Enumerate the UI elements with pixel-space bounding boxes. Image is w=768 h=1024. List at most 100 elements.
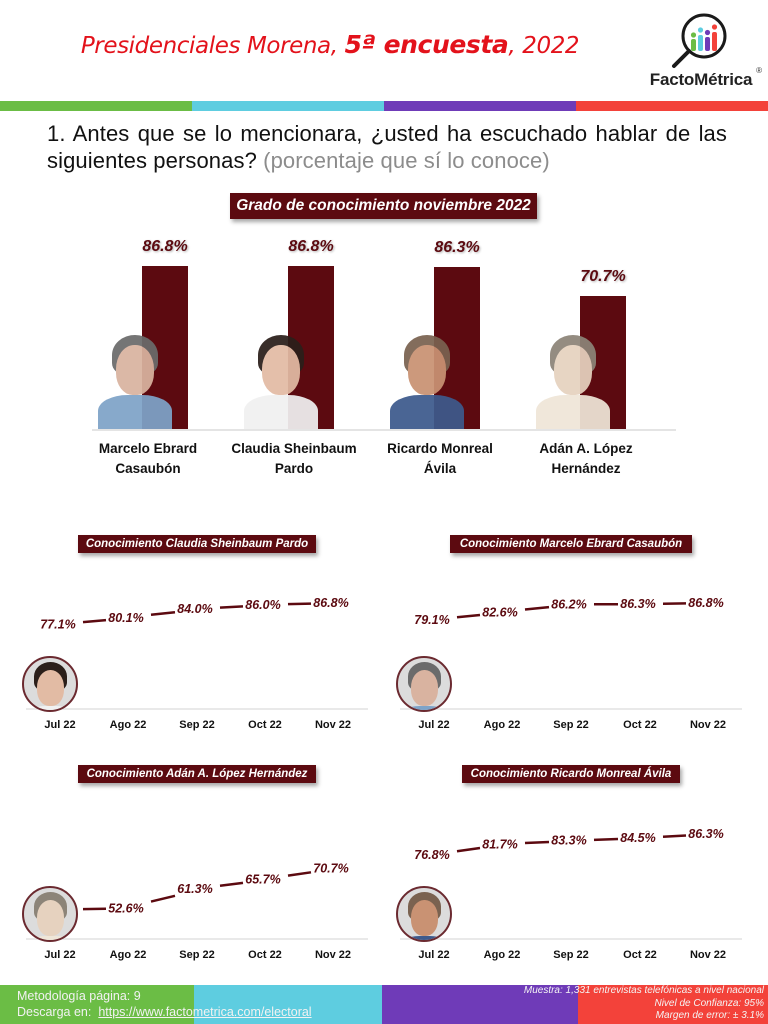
methodology-note: Metodología página: 9 xyxy=(17,989,141,1003)
data-point-label: 65.7% xyxy=(245,872,280,886)
face-shape xyxy=(116,345,154,395)
line-chart-lopez: Conocimiento Adán A. López Hernández52.0… xyxy=(0,755,384,985)
face-shape xyxy=(36,669,65,706)
data-point-label: 84.0% xyxy=(177,602,212,616)
bar-value-label: 86.8% xyxy=(142,237,188,255)
download-label: Descarga en: xyxy=(17,1005,92,1019)
data-point-label: 86.8% xyxy=(688,596,723,610)
shoulders-shape xyxy=(398,705,450,710)
category-line: Pardo xyxy=(274,461,314,476)
line-segment xyxy=(150,894,176,903)
portrait-monreal xyxy=(390,329,464,429)
data-point-label: 86.0% xyxy=(245,598,280,612)
x-tick-label: Jul 22 xyxy=(418,719,449,731)
shoulders-shape xyxy=(98,395,172,429)
report-title: Presidenciales Morena, 5ª encuesta, 2022 xyxy=(0,30,660,59)
face-shape xyxy=(408,345,446,395)
line-chart-svg: 77.1% Jul 22 80.1% Ago 22 84.0% Sep 22 86.0% Oc… xyxy=(26,596,368,731)
category-line: Claudia Sheinbaum xyxy=(231,441,357,456)
line-segment xyxy=(287,871,312,877)
shoulders-shape xyxy=(24,705,76,710)
x-tick-label: Nov 22 xyxy=(315,719,351,731)
x-tick-label: Oct 22 xyxy=(623,949,657,961)
footer-segment-green xyxy=(0,985,194,1024)
factometrica-logo: FactoMétrica ® xyxy=(638,8,764,96)
portrait-ebrard xyxy=(98,329,172,429)
face-shape xyxy=(262,345,300,395)
shoulders-shape xyxy=(398,935,450,940)
margin-of-error: Margen de error: ± 3.1% xyxy=(655,1010,764,1021)
x-tick-label: Ago 22 xyxy=(110,949,147,961)
line-segment xyxy=(219,605,244,609)
footer-segment-cyan xyxy=(194,985,382,1024)
line-segment xyxy=(524,840,550,845)
line-segment xyxy=(662,834,687,838)
data-point-label: 76.8% xyxy=(414,848,449,862)
title-part-2: , 2022 xyxy=(508,33,580,59)
bar-category-label: Ricardo Monreal Ávila xyxy=(365,439,515,479)
color-segment-purple xyxy=(384,101,576,111)
line-segment xyxy=(287,602,312,606)
x-tick-label: Sep 22 xyxy=(553,949,588,961)
data-point-label: 61.3% xyxy=(177,882,212,896)
footer-segment-red xyxy=(578,985,768,1024)
line-segment xyxy=(593,837,619,842)
category-line: Casaubón xyxy=(115,461,181,476)
data-point-label: 77.1% xyxy=(40,617,75,631)
line-chart-svg: 76.8% Jul 22 81.7% Ago 22 83.3% Sep 22 84.5% Oc… xyxy=(400,827,742,961)
x-tick-label: Jul 22 xyxy=(44,719,75,731)
download-link[interactable]: https://www.factometrica.com/electoral xyxy=(98,1005,312,1019)
x-tick-label: Sep 22 xyxy=(553,719,588,731)
line-chart-title: Conocimiento Adán A. López Hernández xyxy=(78,765,316,783)
data-point-label: 79.1% xyxy=(414,613,449,627)
x-tick-label: Jul 22 xyxy=(44,949,75,961)
bar-value-label: 86.8% xyxy=(288,237,334,255)
line-segment xyxy=(82,618,107,624)
category-line: Ávila xyxy=(423,461,457,476)
line-segment xyxy=(456,846,481,853)
avatar-sheinbaum xyxy=(22,656,78,712)
confidence-level: Nivel de Confianza: 95% xyxy=(654,997,764,1009)
face-shape xyxy=(410,669,439,706)
category-line: Hernández xyxy=(551,461,621,476)
line-chart-ebrard: Conocimiento Marcelo Ebrard Casaubón 79.1… xyxy=(384,525,768,755)
bar-category-label: Marcelo Ebrard Casaubón xyxy=(73,439,223,479)
x-tick-label: Sep 22 xyxy=(179,949,214,961)
line-chart-title: Conocimiento Claudia Sheinbaum Pardo xyxy=(78,535,316,553)
registered-mark: ® xyxy=(756,66,762,75)
shoulders-shape xyxy=(244,395,318,429)
data-point-label: 70.7% xyxy=(313,861,348,875)
brand-color-bar xyxy=(0,101,768,111)
bar-chart-baseline xyxy=(92,429,676,431)
line-chart-monreal: Conocimiento Ricardo Monreal Ávila 76.8% J… xyxy=(384,755,768,985)
line-segment xyxy=(524,605,550,611)
title-survey-number: 5ª encuesta xyxy=(344,30,509,59)
x-tick-label: Ago 22 xyxy=(110,719,147,731)
logo-wordmark: FactoMétrica xyxy=(649,70,753,89)
color-segment-green xyxy=(0,101,192,111)
line-segment xyxy=(456,613,481,619)
x-tick-label: Ago 22 xyxy=(484,719,521,731)
x-tick-label: Sep 22 xyxy=(179,719,214,731)
category-line: Marcelo Ebrard xyxy=(98,441,198,456)
x-tick-label: Nov 22 xyxy=(690,949,726,961)
footer-info: Metodología página: 9 Descarga en: https… xyxy=(17,988,312,1020)
data-point-label: 82.6% xyxy=(482,605,517,619)
data-point-label: 86.8% xyxy=(313,596,348,610)
question-subtitle: (porcentaje que sí lo conoce) xyxy=(263,148,550,173)
survey-metadata: Muestra: 1,331 entrevistas telefónicas a… xyxy=(524,985,764,1023)
bar-category-label: Claudia Sheinbaum Pardo xyxy=(219,439,369,479)
x-tick-label: Nov 22 xyxy=(690,719,726,731)
x-tick-label: Oct 22 xyxy=(623,719,657,731)
line-segment xyxy=(219,881,244,887)
x-tick-label: Oct 22 xyxy=(248,719,282,731)
footer-bar xyxy=(0,985,768,1024)
shoulders-shape xyxy=(390,395,464,429)
bar-value-label: 86.3% xyxy=(434,238,480,256)
download-line: Descarga en: https://www.factometrica.co… xyxy=(17,1004,312,1020)
avatar-lopez xyxy=(22,886,78,942)
awareness-bar-chart: 86.8% Marcelo Ebrard Casaubón 86.8% Claudia … xyxy=(0,230,768,490)
avatar-monreal xyxy=(396,886,452,942)
data-point-label: 86.3% xyxy=(688,827,723,841)
